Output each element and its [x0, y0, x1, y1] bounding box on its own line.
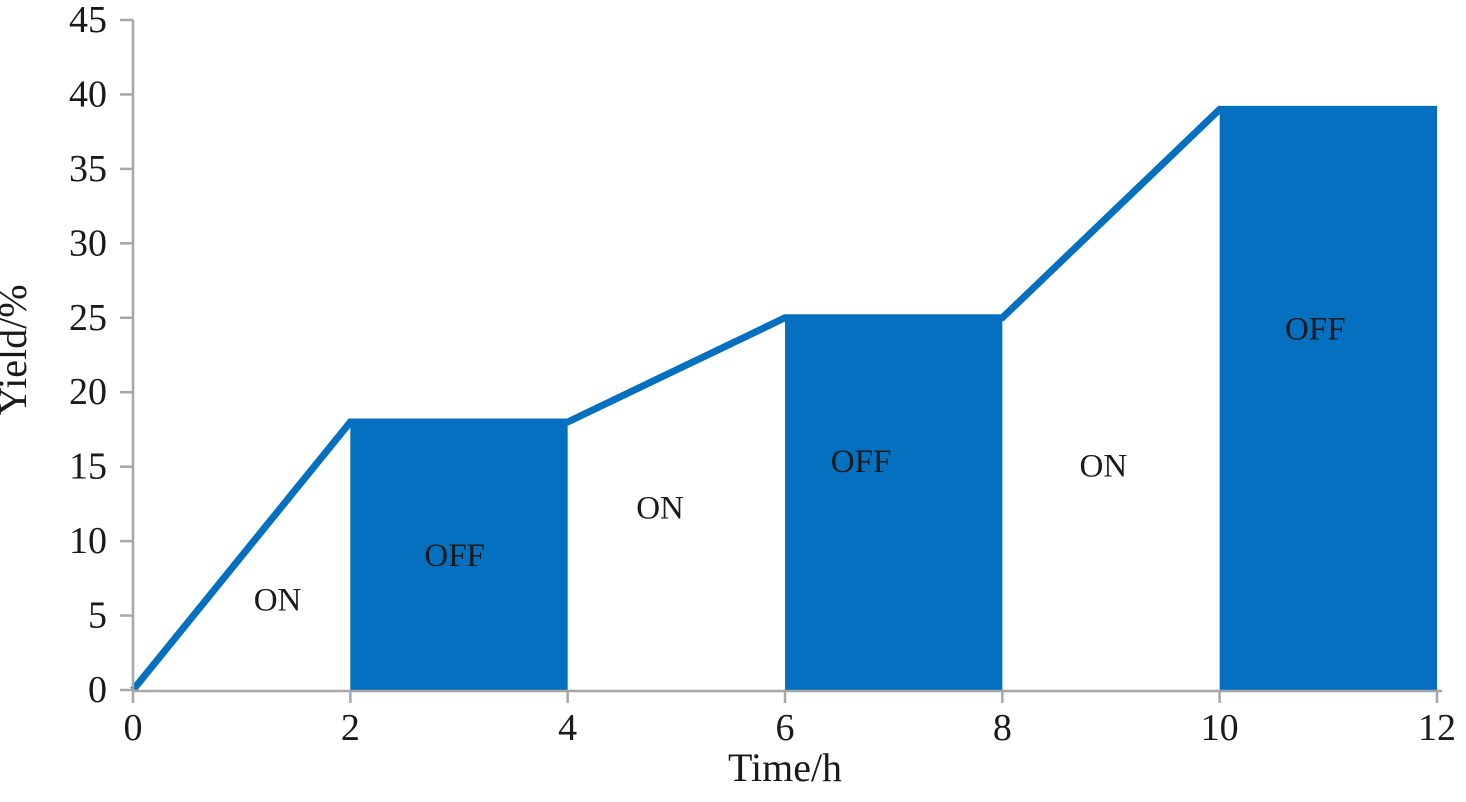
x-tick-label: 4 — [558, 707, 577, 749]
x-tick-label: 10 — [1201, 707, 1239, 749]
off-annotation-label: OFF — [424, 538, 485, 574]
y-tick-label: 35 — [69, 148, 107, 190]
y-tick-label: 25 — [69, 297, 107, 339]
off-regions-layer — [350, 109, 1437, 691]
y-tick-label: 0 — [88, 669, 107, 711]
off-region-fill — [1219, 109, 1437, 691]
x-tick-label: 6 — [776, 707, 795, 749]
annotation-layer: ON OFF ON OFF ON OFF — [254, 312, 1346, 619]
axes-layer — [120, 18, 1442, 703]
on-annotation-label: ON — [1080, 449, 1128, 485]
y-tick-label: 20 — [69, 371, 107, 413]
tick-label-layer: 0 5 10 15 20 25 30 35 40 45 0 2 4 6 8 10 12 — [69, 0, 1456, 749]
yield-line — [130, 105, 1437, 693]
y-tick-label: 30 — [69, 222, 107, 264]
off-annotation-label: OFF — [831, 444, 892, 480]
on-annotation-label: ON — [254, 583, 302, 619]
x-tick-label: 0 — [124, 707, 143, 749]
y-tick-label: 40 — [69, 73, 107, 115]
yield-line-layer — [130, 105, 1437, 693]
y-axis-title: Yield/% — [0, 284, 35, 415]
y-tick-label: 15 — [69, 446, 107, 488]
x-axis-title: Time/h — [728, 745, 842, 790]
y-tick-label: 45 — [69, 0, 107, 41]
y-tick-label: 10 — [69, 520, 107, 562]
y-tick-label: 5 — [88, 595, 107, 637]
on-annotation-label: ON — [636, 490, 684, 526]
x-tick-label: 8 — [993, 707, 1012, 749]
off-region-fill — [785, 317, 1003, 690]
x-tick-label: 12 — [1418, 707, 1456, 749]
off-region-fill — [350, 422, 568, 690]
x-tick-label: 2 — [341, 707, 360, 749]
off-annotation-label: OFF — [1285, 312, 1346, 348]
